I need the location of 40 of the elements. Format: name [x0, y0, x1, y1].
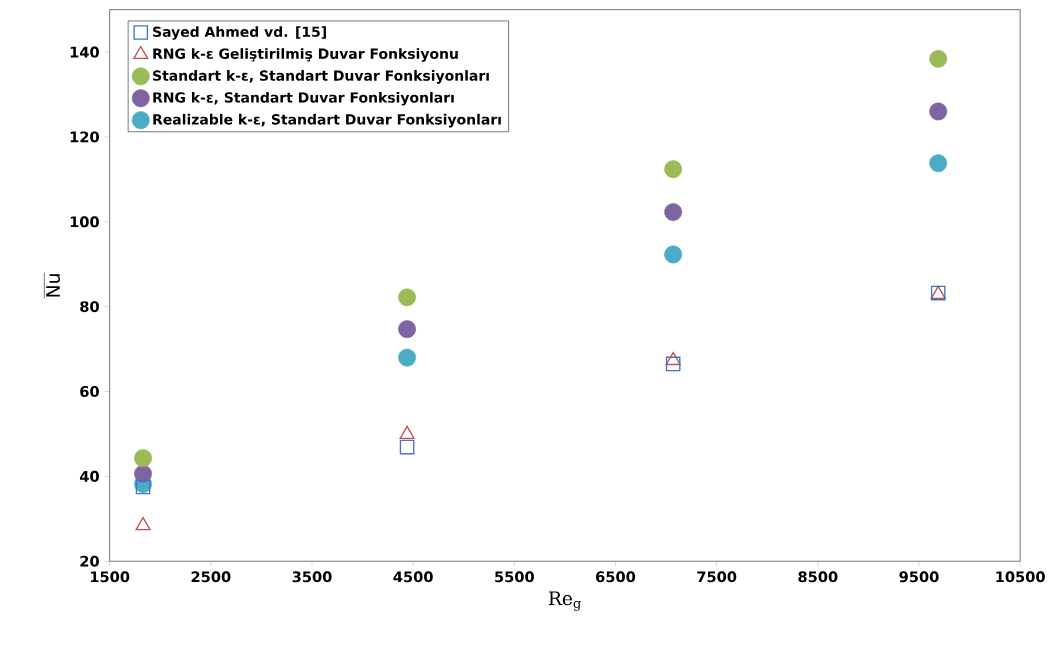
x-axis-title: Re$_{g}$ [548, 591, 581, 611]
x-tick-label: 2500 [191, 571, 231, 583]
y-tick-label: 80 [80, 301, 99, 313]
point [929, 154, 948, 173]
x-tick-label: 6500 [596, 571, 636, 583]
point [134, 449, 152, 468]
x-tick-label: 8500 [798, 571, 838, 583]
x-tick-label: 1500 [90, 571, 130, 583]
legend-label: Sayed Ahmed vd. [15] [153, 26, 326, 40]
x-tick-label: 3500 [292, 571, 332, 583]
legend-label: Realizable k-ε, Standart Duvar Fonksiyonları [153, 113, 501, 128]
point [135, 516, 151, 531]
x-tick-label: 5500 [495, 571, 534, 583]
point [135, 479, 151, 495]
x-tick-label: 10500 [996, 571, 1045, 583]
point [399, 425, 415, 440]
legend-label: Standart k-ε, Standart Duvar Fonksiyonları [153, 70, 489, 84]
legend-label: RNG k-ε Geliştirilmiş Duvar Fonksiyonu [153, 48, 458, 62]
x-tick-label: 7500 [697, 571, 737, 583]
y-tick-label: 140 [70, 46, 99, 58]
x-tick-label: 4500 [393, 571, 433, 583]
point [398, 320, 416, 339]
point [664, 203, 683, 221]
point [664, 245, 683, 264]
point [664, 160, 683, 179]
point [665, 356, 681, 372]
point [398, 288, 416, 307]
y-tick-label: 60 [80, 386, 99, 398]
y-tick-label: 40 [79, 470, 99, 482]
point [665, 351, 681, 366]
point [929, 102, 948, 121]
y-tick-label: 20 [80, 555, 99, 567]
y-tick-label: 100 [70, 216, 99, 228]
point [929, 49, 948, 68]
point [399, 439, 415, 455]
y-axis-title: $\overline{\mathrm{Nu}}$ [44, 272, 61, 299]
legend-label: RNG k-ε, Standart Duvar Fonksiyonları [153, 92, 454, 106]
point [398, 348, 416, 367]
y-tick-label: 120 [70, 131, 99, 143]
x-tick-label: 9500 [899, 571, 939, 583]
